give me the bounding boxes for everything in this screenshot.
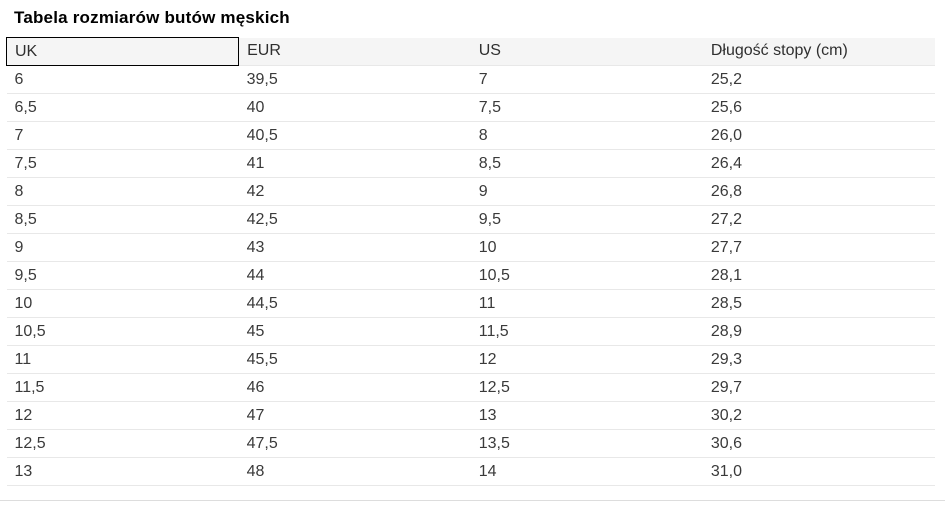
- table-row: 10,5 45 11,5 28,9: [6, 317, 935, 346]
- table-row: 9,5 44 10,5 28,1: [6, 261, 935, 290]
- table-cell: 10,5: [6, 317, 239, 346]
- bottom-divider: [0, 500, 945, 501]
- table-cell: 42: [238, 177, 471, 206]
- table-cell: 47: [238, 401, 471, 430]
- table-cell: 12: [6, 401, 239, 430]
- table-cell: 43: [238, 233, 471, 262]
- table-cell: 41: [238, 149, 471, 178]
- table-cell: 45: [238, 317, 471, 346]
- table-cell: 42,5: [238, 205, 471, 234]
- table-row: 10 44,5 11 28,5: [6, 289, 935, 318]
- table-cell: 40,5: [238, 121, 471, 150]
- table-header: UK EUR US Długość stopy (cm): [5, 37, 935, 66]
- table-cell: 10,5: [470, 261, 703, 290]
- table-cell: 13: [6, 457, 239, 486]
- table-cell: 7,5: [470, 93, 703, 122]
- table-cell: 26,4: [702, 149, 935, 178]
- table-cell: 27,7: [702, 233, 935, 262]
- table-cell: 7,5: [6, 149, 239, 178]
- table-row: 12 47 13 30,2: [6, 401, 935, 430]
- table-row: 13 48 14 31,0: [6, 457, 935, 486]
- table-row: 12,5 47,5 13,5 30,6: [6, 429, 935, 458]
- table-cell: 10: [6, 289, 239, 318]
- table-cell: 11,5: [470, 317, 703, 346]
- table-cell: 12,5: [6, 429, 239, 458]
- table-cell: 26,0: [702, 121, 935, 150]
- table-header-row: UK EUR US Długość stopy (cm): [5, 37, 935, 66]
- table-cell: 45,5: [238, 345, 471, 374]
- table-cell: 11: [470, 289, 703, 318]
- table-cell: 30,2: [702, 401, 935, 430]
- table-cell: 27,2: [702, 205, 935, 234]
- table-cell: 31,0: [702, 457, 935, 486]
- table-row: 11 45,5 12 29,3: [6, 345, 935, 374]
- table-row: 8,5 42,5 9,5 27,2: [6, 205, 935, 234]
- column-header-foot-length[interactable]: Długość stopy (cm): [702, 37, 935, 66]
- table-cell: 48: [238, 457, 471, 486]
- table-cell: 44: [238, 261, 471, 290]
- table-cell: 25,6: [702, 93, 935, 122]
- table-cell: 12: [470, 345, 703, 374]
- table-cell: 13,5: [470, 429, 703, 458]
- column-header-us[interactable]: US: [470, 37, 703, 66]
- table-cell: 7: [470, 65, 703, 94]
- table-cell: 11: [6, 345, 239, 374]
- table-row: 9 43 10 27,7: [6, 233, 935, 262]
- table-cell: 8: [6, 177, 239, 206]
- table-row: 6 39,5 7 25,2: [6, 65, 935, 94]
- table-cell: 7: [6, 121, 239, 150]
- table-cell: 40: [238, 93, 471, 122]
- table-cell: 25,2: [702, 65, 935, 94]
- table-cell: 44,5: [238, 289, 471, 318]
- table-cell: 11,5: [6, 373, 239, 402]
- table-cell: 9,5: [470, 205, 703, 234]
- table-cell: 9: [6, 233, 239, 262]
- table-row: 7,5 41 8,5 26,4: [6, 149, 935, 178]
- size-table: UK EUR US Długość stopy (cm) 6 39,5 7 25,2 6…: [5, 37, 935, 486]
- table-row: 6,5 40 7,5 25,6: [6, 93, 935, 122]
- table-cell: 28,9: [702, 317, 935, 346]
- table-cell: 8: [470, 121, 703, 150]
- table-cell: 28,1: [702, 261, 935, 290]
- column-header-eur[interactable]: EUR: [238, 37, 471, 66]
- page-title: Tabela rozmiarów butów męskich: [14, 8, 290, 27]
- table-row: 7 40,5 8 26,0: [6, 121, 935, 150]
- table-cell: 6,5: [6, 93, 239, 122]
- table-cell: 6: [6, 65, 239, 94]
- column-header-uk[interactable]: UK: [5, 37, 240, 66]
- table-row: 11,5 46 12,5 29,7: [6, 373, 935, 402]
- table-cell: 9: [470, 177, 703, 206]
- table-cell: 29,7: [702, 373, 935, 402]
- table-cell: 12,5: [470, 373, 703, 402]
- table-cell: 30,6: [702, 429, 935, 458]
- table-cell: 9,5: [6, 261, 239, 290]
- table-cell: 14: [470, 457, 703, 486]
- table-cell: 10: [470, 233, 703, 262]
- table-cell: 28,5: [702, 289, 935, 318]
- table-row: 8 42 9 26,8: [6, 177, 935, 206]
- table-cell: 8,5: [470, 149, 703, 178]
- table-cell: 29,3: [702, 345, 935, 374]
- table-cell: 47,5: [238, 429, 471, 458]
- table-cell: 46: [238, 373, 471, 402]
- table-cell: 26,8: [702, 177, 935, 206]
- table-body: 6 39,5 7 25,2 6,5 40 7,5 25,6 7 40,5 8 26,0 7,5 41 8,5…: [6, 65, 935, 486]
- table-cell: 8,5: [6, 205, 239, 234]
- table-cell: 39,5: [238, 65, 471, 94]
- table-cell: 13: [470, 401, 703, 430]
